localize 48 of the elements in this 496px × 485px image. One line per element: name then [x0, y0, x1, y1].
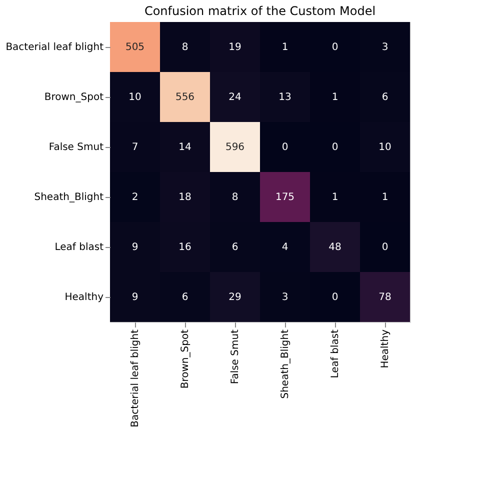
x-tick-label: Healthy: [380, 329, 391, 368]
data-label: 18: [178, 192, 192, 203]
x-tick-label: False Smut: [230, 329, 241, 384]
y-tick-label: False Smut: [48, 142, 104, 153]
data-label: 10: [378, 142, 392, 153]
data-label: 6: [232, 242, 238, 253]
data-label: 1: [282, 42, 288, 53]
data-label: 48: [328, 242, 342, 253]
data-label: 19: [228, 42, 242, 53]
y-tick-label: Healthy: [64, 292, 104, 303]
data-label: 3: [382, 42, 388, 53]
data-label: 8: [232, 192, 238, 203]
data-label: 6: [382, 92, 388, 103]
data-label: 3: [282, 292, 288, 303]
data-label: 1: [332, 92, 338, 103]
data-label: 16: [178, 242, 192, 253]
data-label: 78: [378, 292, 392, 303]
data-label: 175: [275, 192, 295, 203]
data-label: 13: [278, 92, 292, 103]
data-label: 1: [332, 192, 338, 203]
data-label: 1: [382, 192, 388, 203]
x-tick-label: Leaf blast: [330, 329, 341, 378]
data-label: 596: [225, 142, 245, 153]
data-label: 9: [132, 292, 138, 303]
x-tick-label: Brown_Spot: [180, 329, 191, 389]
y-tick-label: Bacterial leaf blight: [6, 42, 104, 53]
data-label: 505: [125, 42, 145, 53]
y-tick-label: Sheath_Blight: [34, 192, 104, 203]
data-label: 10: [128, 92, 142, 103]
data-label: 7: [132, 142, 138, 153]
y-tick-label: Brown_Spot: [44, 92, 104, 103]
data-label: 0: [382, 242, 388, 253]
data-label: 0: [332, 292, 338, 303]
data-label: 8: [182, 42, 188, 53]
data-label: 6: [182, 292, 188, 303]
data-label: 0: [282, 142, 288, 153]
y-tick-label: Leaf blast: [54, 242, 104, 253]
data-label: 9: [132, 242, 138, 253]
data-label: 2: [132, 192, 138, 203]
chart-title: Confusion matrix of the Custom Model: [144, 4, 376, 18]
data-label: 14: [178, 142, 192, 153]
x-tick-label: Sheath_Blight: [280, 329, 291, 399]
data-label: 29: [228, 292, 242, 303]
data-label: 0: [332, 142, 338, 153]
data-label: 4: [282, 242, 288, 253]
data-label: 24: [228, 92, 242, 103]
data-label: 0: [332, 42, 338, 53]
data-label: 556: [175, 92, 195, 103]
